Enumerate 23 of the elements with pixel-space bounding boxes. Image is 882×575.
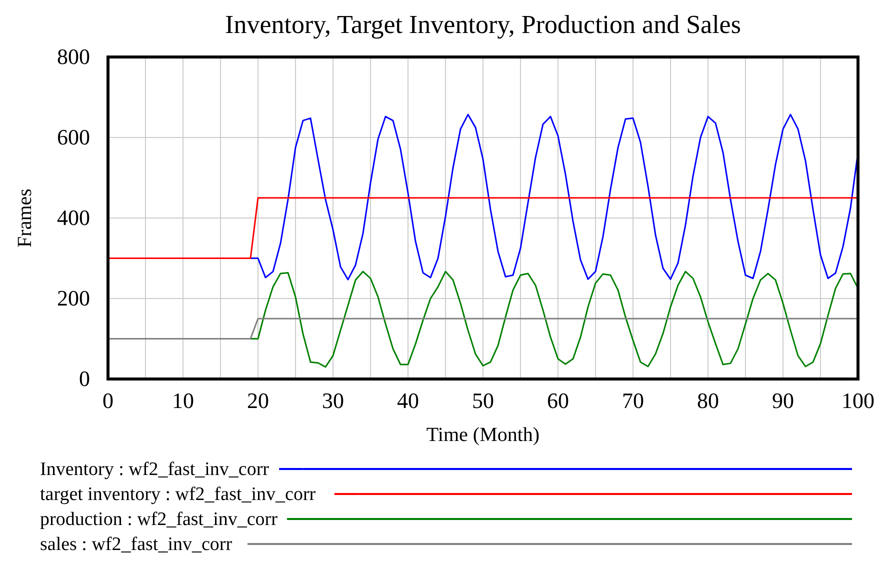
y-tick-label: 400 [57,205,90,230]
x-tick-label: 20 [247,388,269,413]
legend-label: production : wf2_fast_inv_corr [40,509,278,530]
x-tick-label: 50 [472,388,494,413]
y-tick-label: 800 [57,44,90,69]
y-tick-label: 600 [57,124,90,150]
y-axis-title: Frames [14,188,36,248]
x-tick-label: 70 [622,388,644,413]
x-tick-label: 40 [397,388,419,413]
y-tick-label: 200 [57,286,90,310]
x-axis-title: Time (Month) [426,424,540,446]
legend-label: Inventory : wf2_fast_inv_corr [40,459,270,480]
x-tick-label: 10 [172,388,194,413]
x-tick-label: 30 [322,388,344,413]
y-tick-label: 0 [79,366,90,391]
legend-label: sales : wf2_fast_inv_corr [40,534,233,555]
x-tick-label: 90 [772,388,794,413]
x-tick-label: 60 [547,388,569,413]
legend-label: target inventory : wf2_fast_inv_corr [40,484,316,505]
chart-title: Inventory, Target Inventory, Production and Sales [225,10,741,39]
x-tick-label: 80 [697,388,719,413]
x-tick-label: 100 [842,388,874,413]
x-tick-label: 0 [102,388,114,413]
